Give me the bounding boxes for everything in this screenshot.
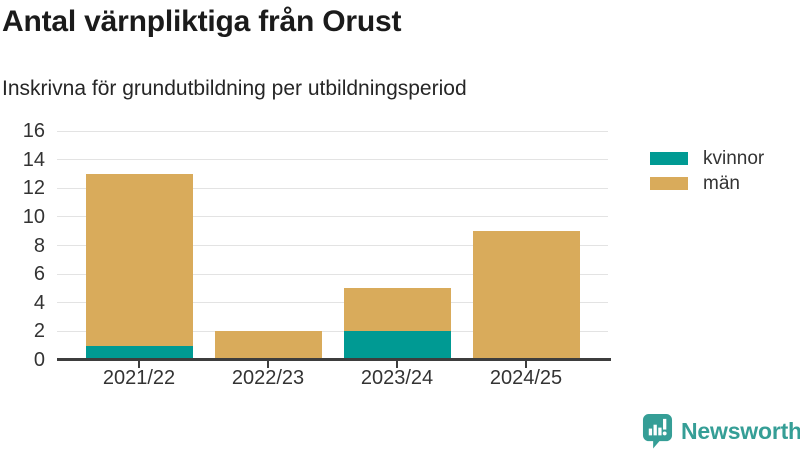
- bar-segment-män: [214, 331, 322, 360]
- newsworthy-brand: Newsworthy: [642, 413, 800, 449]
- bar-segment-män: [472, 231, 580, 360]
- legend: kvinnor män: [650, 148, 765, 202]
- legend-label: kvinnor: [703, 148, 765, 169]
- y-axis-tick-label: 2: [33, 320, 45, 343]
- x-axis-tick-label: 2023/24: [360, 367, 434, 389]
- bar-segment-kvinnor: [343, 331, 451, 360]
- x-axis-tick: [138, 361, 140, 368]
- brand-name: Newsworthy: [681, 417, 800, 444]
- y-axis-tick-label: 8: [33, 234, 45, 257]
- x-axis-tick: [525, 361, 527, 368]
- gridline: [57, 216, 608, 218]
- chart-title: Antal värnpliktiga från Orust: [2, 5, 402, 38]
- bar-segment-män: [343, 288, 451, 332]
- x-axis-tick: [267, 361, 269, 368]
- logo-bar-medium: [658, 427, 662, 436]
- bar-segment-kvinnor: [85, 345, 193, 360]
- gridline: [57, 159, 608, 161]
- legend-item-kvinnor: kvinnor: [650, 148, 765, 169]
- y-axis-tick-label: 12: [22, 177, 45, 200]
- x-axis-tick-label: 2024/25: [489, 367, 563, 389]
- legend-label: män: [703, 173, 740, 194]
- y-axis-tick-label: 10: [22, 205, 45, 228]
- gridline: [57, 130, 608, 132]
- newsworthy-logo-icon: [642, 414, 673, 449]
- y-axis-tick-label: 4: [33, 291, 45, 314]
- x-axis-tick-label: 2021/22: [102, 367, 176, 389]
- logo-bar-tall: [653, 424, 657, 436]
- man-swatch: [650, 177, 688, 190]
- kvinnor-swatch: [650, 152, 688, 165]
- y-axis-tick-label: 16: [22, 120, 45, 142]
- legend-item-man: män: [650, 173, 764, 194]
- x-axis-tick-label: 2022/23: [231, 367, 305, 389]
- gridline: [57, 273, 608, 275]
- x-axis-line: [57, 358, 611, 361]
- gridline: [57, 330, 608, 332]
- x-axis-tick: [396, 361, 398, 368]
- logo-exclamation-dot: [662, 431, 667, 436]
- bar-segment-män: [85, 173, 193, 346]
- gridline: [57, 187, 608, 189]
- logo-exclamation-stem: [663, 418, 667, 430]
- y-axis-tick-label: 0: [33, 349, 45, 371]
- gridline: [57, 245, 608, 246]
- gridline: [57, 302, 608, 304]
- logo-bar-small: [648, 428, 653, 436]
- chart-subtitle: Inskrivna för grundutbildning per utbild…: [2, 77, 467, 100]
- y-axis-tick-label: 6: [33, 263, 45, 286]
- y-axis-tick-label: 14: [22, 148, 45, 171]
